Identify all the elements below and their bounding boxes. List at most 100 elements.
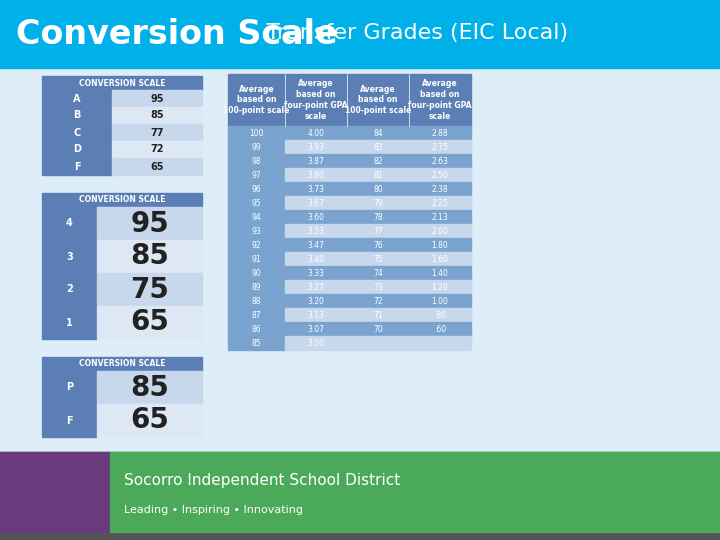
Text: .60: .60 (434, 325, 446, 334)
Bar (409, 336, 471, 350)
Text: 3.20: 3.20 (307, 296, 325, 306)
Text: 92: 92 (252, 240, 261, 249)
Text: 3.07: 3.07 (307, 325, 325, 334)
Bar (228, 210, 285, 224)
Text: 65: 65 (130, 407, 169, 435)
Bar (409, 140, 471, 154)
Text: 81: 81 (373, 171, 383, 179)
Text: Conversion Scale: Conversion Scale (16, 17, 338, 51)
Bar (409, 196, 471, 210)
Bar (347, 308, 409, 322)
Text: 97: 97 (251, 171, 261, 179)
Bar (97, 404, 202, 437)
Text: Average
based on
four-point GPA
scale: Average based on four-point GPA scale (408, 79, 472, 120)
Text: 78: 78 (373, 213, 383, 221)
Text: 76: 76 (373, 240, 383, 249)
Bar (0, 452, 720, 540)
Bar (347, 182, 409, 196)
Text: 2.63: 2.63 (431, 157, 449, 165)
Bar (228, 252, 285, 266)
Text: 72: 72 (373, 296, 383, 306)
Text: 96: 96 (251, 185, 261, 193)
Text: 3.73: 3.73 (307, 185, 325, 193)
Bar (228, 322, 285, 336)
Text: 93: 93 (251, 226, 261, 235)
Text: 70: 70 (373, 325, 383, 334)
Bar (42, 107, 112, 124)
Bar (42, 404, 97, 437)
Bar (347, 280, 409, 294)
Bar (409, 210, 471, 224)
Text: 85: 85 (130, 374, 169, 402)
Text: 1.20: 1.20 (431, 282, 449, 292)
Text: Average
based on
four-point GPA
scale: Average based on four-point GPA scale (284, 79, 348, 120)
Text: 65: 65 (130, 308, 169, 336)
Text: 3.47: 3.47 (307, 240, 325, 249)
Text: 3.53: 3.53 (307, 226, 325, 235)
Bar (285, 280, 347, 294)
Bar (409, 182, 471, 196)
Text: 89: 89 (252, 282, 261, 292)
Bar (42, 306, 97, 339)
Bar (347, 266, 409, 280)
Text: 95: 95 (150, 93, 163, 104)
Bar (97, 371, 202, 404)
Bar (42, 193, 202, 207)
Text: CONVERSION SCALE: CONVERSION SCALE (78, 195, 166, 205)
Bar (347, 126, 409, 140)
Text: 3.40: 3.40 (307, 254, 325, 264)
Bar (228, 266, 285, 280)
Bar (110, 452, 720, 532)
Text: 73: 73 (373, 282, 383, 292)
Bar (97, 207, 202, 240)
Bar (409, 126, 471, 140)
Bar (285, 182, 347, 196)
Bar (228, 196, 285, 210)
Bar (97, 273, 202, 306)
Bar (409, 308, 471, 322)
Text: 2.88: 2.88 (432, 129, 449, 138)
Bar (285, 252, 347, 266)
Text: 3.87: 3.87 (307, 157, 325, 165)
Bar (42, 240, 97, 273)
Text: 2.75: 2.75 (431, 143, 449, 152)
Text: 3.13: 3.13 (307, 310, 325, 320)
Bar (228, 336, 285, 350)
Bar (42, 141, 112, 158)
Text: 3.67: 3.67 (307, 199, 325, 207)
Bar (285, 168, 347, 182)
Text: Average
based on
100-point scale: Average based on 100-point scale (223, 85, 289, 115)
Bar (42, 207, 97, 240)
Bar (228, 182, 285, 196)
Text: 84: 84 (373, 129, 383, 138)
Bar (285, 196, 347, 210)
Bar (285, 266, 347, 280)
Bar (228, 238, 285, 252)
Text: 87: 87 (252, 310, 261, 320)
Text: 3.00: 3.00 (307, 339, 325, 348)
Text: .80: .80 (434, 310, 446, 320)
Text: 3.27: 3.27 (307, 282, 325, 292)
Bar (112, 141, 202, 158)
Bar (285, 224, 347, 238)
Bar (285, 210, 347, 224)
Text: Average
based on
100-point scale: Average based on 100-point scale (345, 85, 411, 115)
Bar (112, 107, 202, 124)
Bar (42, 371, 97, 404)
Bar (409, 280, 471, 294)
Bar (228, 168, 285, 182)
Bar (347, 322, 409, 336)
Text: 3.93: 3.93 (307, 143, 325, 152)
Text: Socorro Independent School District: Socorro Independent School District (124, 473, 400, 488)
Bar (285, 294, 347, 308)
Bar (228, 308, 285, 322)
Text: 77: 77 (150, 127, 163, 138)
Text: C: C (73, 127, 81, 138)
Bar (409, 322, 471, 336)
Text: B: B (73, 111, 81, 120)
Bar (42, 124, 112, 141)
Bar (228, 126, 285, 140)
Text: Leading • Inspiring • Innovating: Leading • Inspiring • Innovating (124, 504, 303, 515)
Text: 91: 91 (252, 254, 261, 264)
Text: CONVERSION SCALE: CONVERSION SCALE (78, 78, 166, 87)
